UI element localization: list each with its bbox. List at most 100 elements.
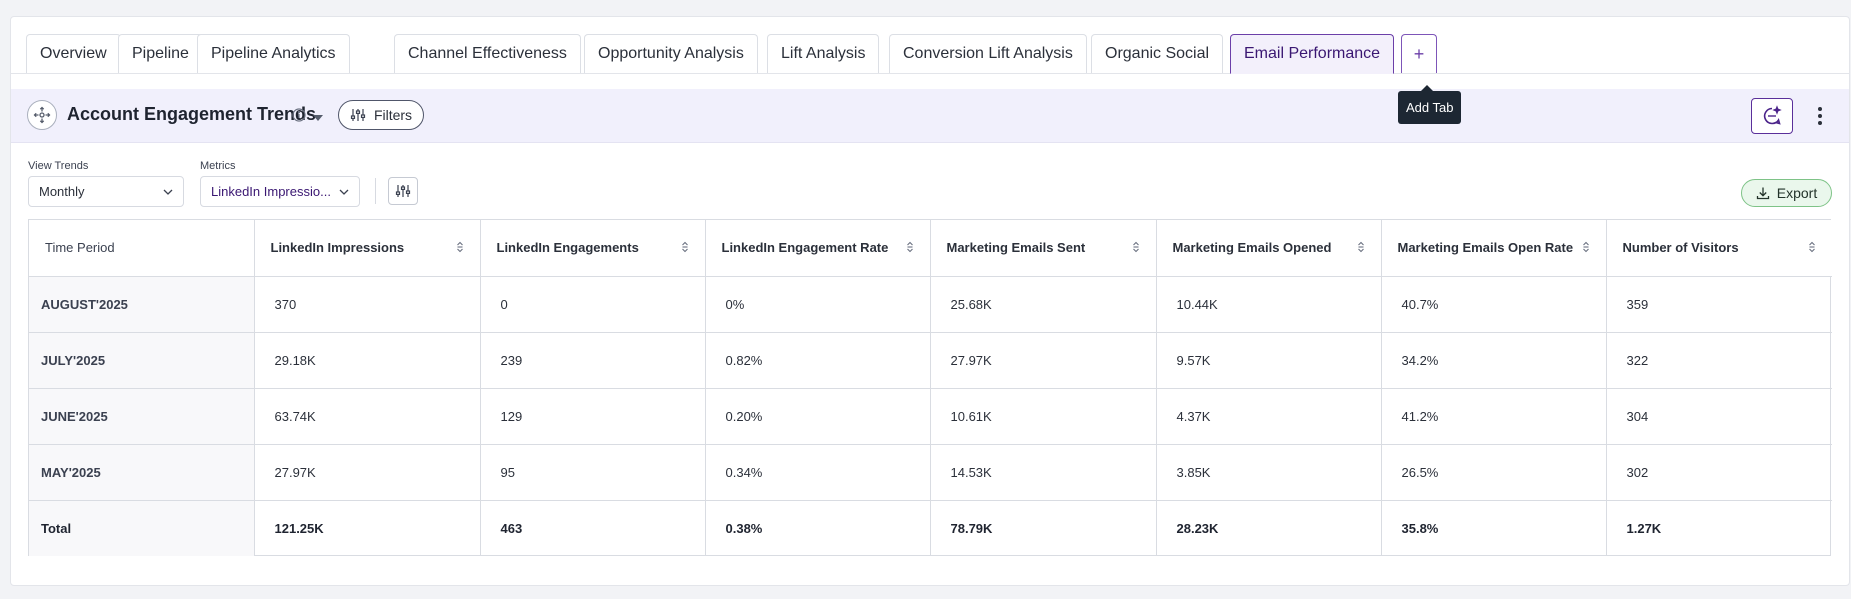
table-cell: 78.79K xyxy=(930,500,1157,556)
widget-header: Account Engagement Trends Filters xyxy=(11,89,1849,143)
metrics-label: Metrics xyxy=(200,160,236,172)
table-row: JUNE'2025 63.74K 129 0.20% 10.61K 4.37K … xyxy=(29,388,1832,445)
caret-down-icon[interactable] xyxy=(312,110,324,128)
table-cell: 129 xyxy=(480,388,706,445)
table-cell: 28.23K xyxy=(1156,500,1382,556)
sliders-icon xyxy=(395,185,411,197)
tab-bar: Overview Pipeline Pipeline Analytics Cha… xyxy=(11,17,1849,74)
table-cell: 34.2% xyxy=(1381,332,1607,389)
chat-sparkle-icon xyxy=(1763,105,1782,125)
tab-opportunity-analysis[interactable]: Opportunity Analysis xyxy=(584,34,758,73)
ai-chat-button[interactable] xyxy=(1751,98,1793,134)
tab-organic-social[interactable]: Organic Social xyxy=(1091,34,1224,73)
table-cell: 95 xyxy=(480,444,706,501)
column-header-marketing-emails-opened[interactable]: Marketing Emails Opened xyxy=(1156,220,1382,277)
table-cell: 63.74K xyxy=(254,388,481,445)
download-icon xyxy=(1756,187,1769,200)
dashboard-panel: Overview Pipeline Pipeline Analytics Cha… xyxy=(10,16,1850,586)
info-icon[interactable] xyxy=(292,108,306,127)
table-cell: 27.97K xyxy=(254,444,481,501)
table-cell: 1.27K xyxy=(1626,520,1662,536)
sort-icon[interactable] xyxy=(906,241,914,253)
sort-icon[interactable] xyxy=(1132,241,1140,253)
filters-label: Filters xyxy=(373,107,413,123)
table-cell-period: AUGUST'2025 xyxy=(29,276,255,333)
column-header-linkedin-engagement-rate[interactable]: LinkedIn Engagement Rate xyxy=(705,220,931,277)
table-cell: 0.20% xyxy=(705,388,931,445)
tab-conversion-lift-analysis[interactable]: Conversion Lift Analysis xyxy=(889,34,1087,73)
table-row: JULY'2025 29.18K 239 0.82% 27.97K 9.57K … xyxy=(29,332,1832,389)
tab-overview[interactable]: Overview xyxy=(26,34,121,73)
table-cell: 4.37K xyxy=(1156,388,1382,445)
widget-title: Account Engagement Trends xyxy=(67,104,317,124)
view-trends-label: View Trends xyxy=(28,160,89,172)
view-trends-select[interactable]: Monthly xyxy=(28,176,184,207)
export-label: Export xyxy=(1776,185,1818,201)
tab-lift-analysis[interactable]: Lift Analysis xyxy=(767,34,880,73)
table-cell: 27.97K xyxy=(930,332,1157,389)
table-cell: 41.2% xyxy=(1381,388,1607,445)
table-cell-period: Total xyxy=(29,500,255,556)
table-cell: 463 xyxy=(480,500,706,556)
table-cell: 0.34% xyxy=(705,444,931,501)
engagement-table: Time Period LinkedIn Impressions LinkedI… xyxy=(28,219,1832,556)
table-cell: 322 xyxy=(1606,332,1832,389)
table-cell: 0 xyxy=(480,276,706,333)
table-cell: 25.68K xyxy=(930,276,1157,333)
column-header-marketing-emails-sent[interactable]: Marketing Emails Sent xyxy=(930,220,1157,277)
metrics-select[interactable]: LinkedIn Impressio... xyxy=(200,176,360,207)
table-row: MAY'2025 27.97K 95 0.34% 14.53K 3.85K 26… xyxy=(29,444,1832,501)
table-row: AUGUST'2025 370 0 0% 25.68K 10.44K 40.7%… xyxy=(29,276,1832,333)
table-cell: 370 xyxy=(254,276,481,333)
table-cell: 0.82% xyxy=(705,332,931,389)
table-cell: 14.53K xyxy=(930,444,1157,501)
column-header-linkedin-engagements[interactable]: LinkedIn Engagements xyxy=(480,220,706,277)
sliders-icon xyxy=(350,109,366,121)
table-cell: 35.8% xyxy=(1381,500,1607,556)
column-header-time-period: Time Period xyxy=(29,220,255,277)
table-cell: 359 xyxy=(1606,276,1832,333)
table-cell: 29.18K xyxy=(254,332,481,389)
table-cell: 9.57K xyxy=(1156,332,1382,389)
sort-icon[interactable] xyxy=(681,241,689,253)
add-tab-button[interactable]: + xyxy=(1401,34,1437,73)
move-icon[interactable] xyxy=(27,100,57,130)
column-settings-button[interactable] xyxy=(388,177,418,205)
sort-icon[interactable] xyxy=(1582,241,1590,253)
table-cell-period: MAY'2025 xyxy=(29,444,255,501)
tab-email-performance[interactable]: Email Performance xyxy=(1230,34,1395,74)
table-cell-period: JULY'2025 xyxy=(29,332,255,389)
add-tab-tooltip: Add Tab xyxy=(1398,85,1462,124)
tab-channel-effectiveness[interactable]: Channel Effectiveness xyxy=(394,34,581,73)
export-button[interactable]: Export xyxy=(1741,179,1832,207)
table-cell: 304 xyxy=(1606,388,1832,445)
table-cell: 239 xyxy=(480,332,706,389)
table-total-row: Total 121.25K 463 0.38% 78.79K 28.23K 35… xyxy=(29,500,1832,556)
column-header-linkedin-impressions[interactable]: LinkedIn Impressions xyxy=(254,220,481,277)
table-cell: 10.61K xyxy=(930,388,1157,445)
filters-button[interactable]: Filters xyxy=(338,100,424,130)
table-cell: 10.44K xyxy=(1156,276,1382,333)
sort-icon[interactable] xyxy=(1357,241,1365,253)
sort-icon[interactable] xyxy=(1808,241,1816,253)
table-cell: 3.85K xyxy=(1156,444,1382,501)
table-cell: 121.25K xyxy=(254,500,481,556)
controls-divider xyxy=(375,178,376,204)
tab-pipeline-analytics[interactable]: Pipeline Analytics xyxy=(197,34,350,73)
table-cell: 26.5% xyxy=(1381,444,1607,501)
column-header-number-of-visitors[interactable]: Number of Visitors xyxy=(1606,220,1832,277)
table-cell: 302 xyxy=(1606,444,1832,501)
tab-pipeline[interactable]: Pipeline xyxy=(118,34,203,73)
table-cell: 0% xyxy=(705,276,931,333)
chevron-down-icon xyxy=(339,189,349,195)
more-options-icon[interactable] xyxy=(1813,102,1827,130)
table-cell: 0.38% xyxy=(705,500,931,556)
sort-icon[interactable] xyxy=(456,241,464,253)
column-header-marketing-emails-open-rate[interactable]: Marketing Emails Open Rate xyxy=(1381,220,1607,277)
table-header-row: Time Period LinkedIn Impressions LinkedI… xyxy=(29,220,1832,277)
table-cell-period: JUNE'2025 xyxy=(29,388,255,445)
metrics-value: LinkedIn Impressio... xyxy=(211,184,331,199)
view-trends-value: Monthly xyxy=(39,184,85,199)
table-cell: 40.7% xyxy=(1381,276,1607,333)
chevron-down-icon xyxy=(163,189,173,195)
